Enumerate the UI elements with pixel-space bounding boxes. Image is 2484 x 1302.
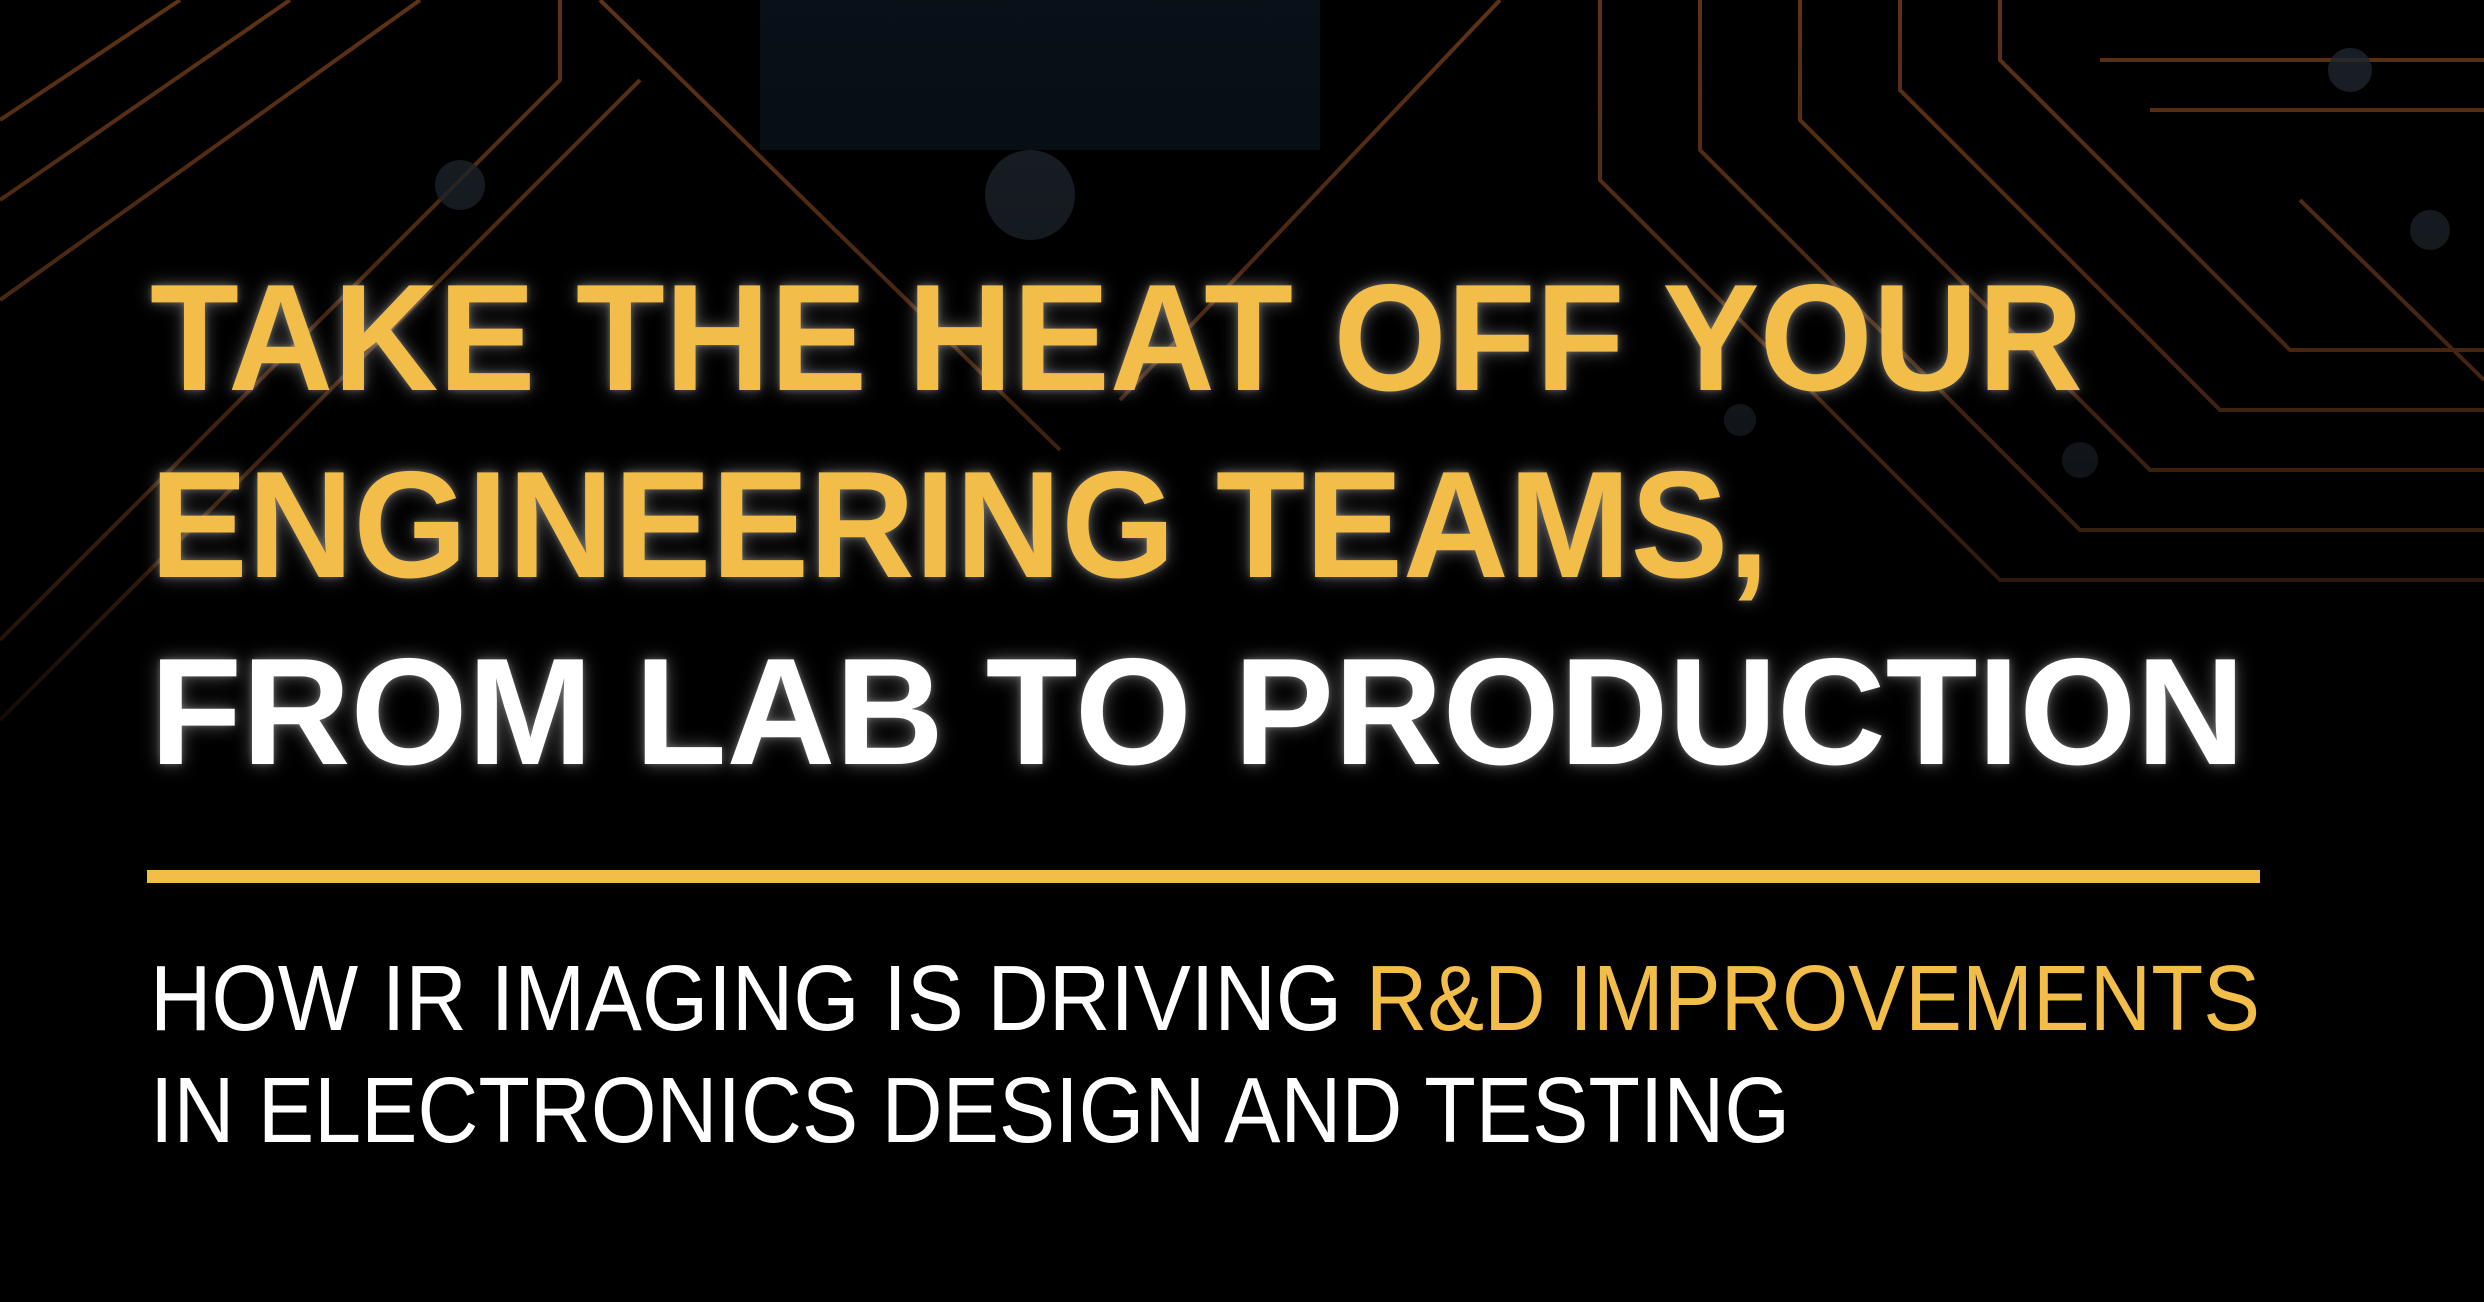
subheadline-prefix: HOW IR IMAGING IS DRIVING (150, 946, 1366, 1050)
headline-line-1: TAKE THE HEAT OFF YOUR (150, 253, 2083, 423)
subheadline-highlight: R&D IMPROVEMENTS (1365, 946, 2260, 1050)
divider-rule (147, 870, 2260, 883)
subheadline-line-1: HOW IR IMAGING IS DRIVING R&D IMPROVEMEN… (150, 952, 2260, 1045)
headline-line-3: FROM LAB TO PRODUCTION (150, 627, 2245, 797)
headline-line-2: ENGINEERING TEAMS, (150, 440, 1769, 610)
subheadline-line-2: IN ELECTRONICS DESIGN AND TESTING (150, 1058, 1790, 1162)
